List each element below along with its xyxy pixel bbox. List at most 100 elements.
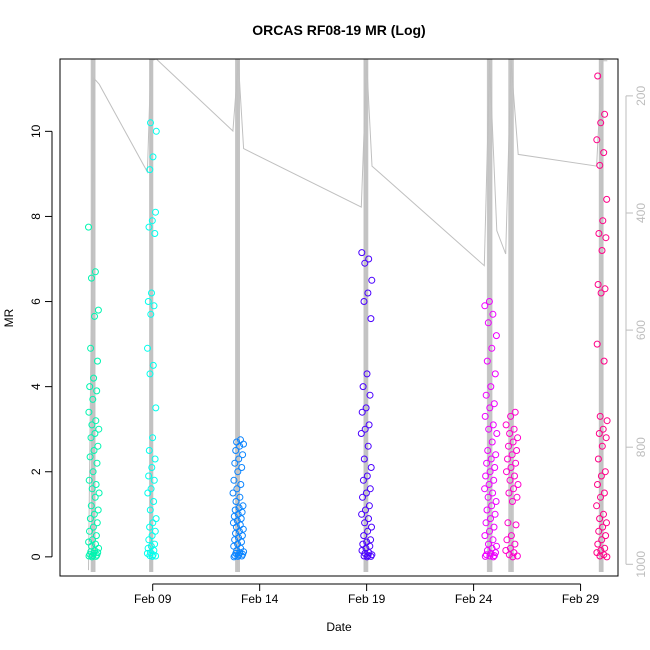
- data-point: [506, 430, 514, 437]
- data-point: [491, 370, 499, 378]
- data-point: [91, 268, 99, 276]
- data-point: [359, 383, 367, 391]
- data-point: [86, 453, 94, 461]
- data-point: [88, 553, 96, 561]
- data-point: [593, 502, 601, 510]
- data-point: [512, 459, 520, 467]
- data-point: [514, 481, 522, 488]
- data-point: [504, 455, 511, 463]
- data-point: [88, 485, 96, 493]
- data-point: [147, 485, 155, 493]
- data-point: [513, 447, 521, 454]
- data-point: [513, 493, 521, 501]
- data-point: [367, 552, 375, 560]
- data-point: [87, 344, 95, 352]
- data-point: [593, 136, 601, 144]
- data-point: [152, 515, 160, 523]
- data-point: [230, 553, 238, 561]
- data-point: [90, 374, 98, 382]
- data-point: [85, 408, 93, 416]
- data-point: [484, 319, 492, 327]
- data-point: [599, 523, 607, 531]
- data-point: [368, 523, 375, 531]
- data-point: [359, 476, 367, 484]
- data-point: [232, 498, 240, 505]
- data-point: [357, 430, 365, 437]
- data-point: [481, 552, 489, 560]
- data-point: [487, 383, 495, 391]
- data-point: [229, 489, 237, 497]
- data-point: [152, 552, 160, 560]
- data-point: [360, 298, 368, 305]
- data-point: [602, 532, 610, 540]
- data-point: [595, 430, 603, 437]
- data-point: [90, 510, 98, 518]
- data-point: [603, 553, 611, 561]
- data-point: [365, 255, 373, 263]
- data-point: [486, 552, 494, 560]
- data-point: [491, 510, 499, 518]
- data-point: [486, 468, 494, 476]
- data-point: [485, 298, 493, 305]
- pressure-line: [88, 58, 608, 571]
- right-tick-label: 200: [634, 86, 648, 106]
- data-point: [491, 464, 499, 471]
- data-point: [594, 281, 602, 288]
- data-point: [150, 498, 158, 505]
- data-point: [488, 438, 496, 446]
- data-point: [92, 417, 100, 425]
- data-point: [91, 493, 99, 501]
- data-point: [489, 310, 497, 318]
- data-point: [92, 532, 100, 540]
- data-point: [89, 395, 97, 403]
- data-point: [152, 127, 160, 135]
- series-RF08: [85, 223, 103, 561]
- data-point: [485, 481, 493, 488]
- data-point: [148, 464, 156, 471]
- data-point: [94, 306, 102, 314]
- data-point: [508, 498, 516, 505]
- data-point: [151, 230, 159, 237]
- data-point: [599, 217, 607, 225]
- data-point: [493, 430, 501, 437]
- data-point: [86, 527, 93, 535]
- data-point: [366, 485, 374, 493]
- data-point: [360, 552, 368, 560]
- data-point: [482, 519, 490, 527]
- data-point: [485, 425, 493, 433]
- data-point: [594, 481, 601, 488]
- data-point: [366, 542, 374, 550]
- data-point: [595, 230, 603, 237]
- data-point: [238, 552, 246, 560]
- pressure-line-layer: [88, 58, 608, 572]
- data-point: [483, 357, 491, 365]
- data-point: [483, 459, 491, 467]
- data-point: [489, 489, 497, 497]
- data-point: [487, 515, 494, 523]
- data-point: [601, 468, 609, 476]
- data-point: [489, 421, 497, 429]
- data-point: [486, 404, 494, 412]
- data-point: [602, 234, 610, 242]
- data-point: [145, 536, 153, 544]
- data-point: [600, 149, 608, 157]
- data-point: [358, 249, 366, 257]
- data-point: [236, 493, 244, 501]
- data-point: [92, 552, 100, 560]
- data-point: [509, 553, 517, 561]
- data-point: [489, 536, 497, 544]
- data-point: [364, 552, 372, 560]
- data-point: [593, 340, 601, 348]
- data-point: [238, 532, 246, 540]
- data-point: [602, 434, 610, 442]
- data-point: [368, 276, 376, 284]
- data-point: [145, 223, 153, 231]
- data-point: [486, 527, 493, 535]
- data-point: [366, 391, 374, 399]
- data-point: [358, 408, 366, 416]
- data-point: [146, 506, 154, 514]
- data-point: [93, 551, 101, 559]
- data-point: [595, 527, 603, 535]
- data-point: [94, 442, 102, 450]
- data-point: [597, 119, 605, 127]
